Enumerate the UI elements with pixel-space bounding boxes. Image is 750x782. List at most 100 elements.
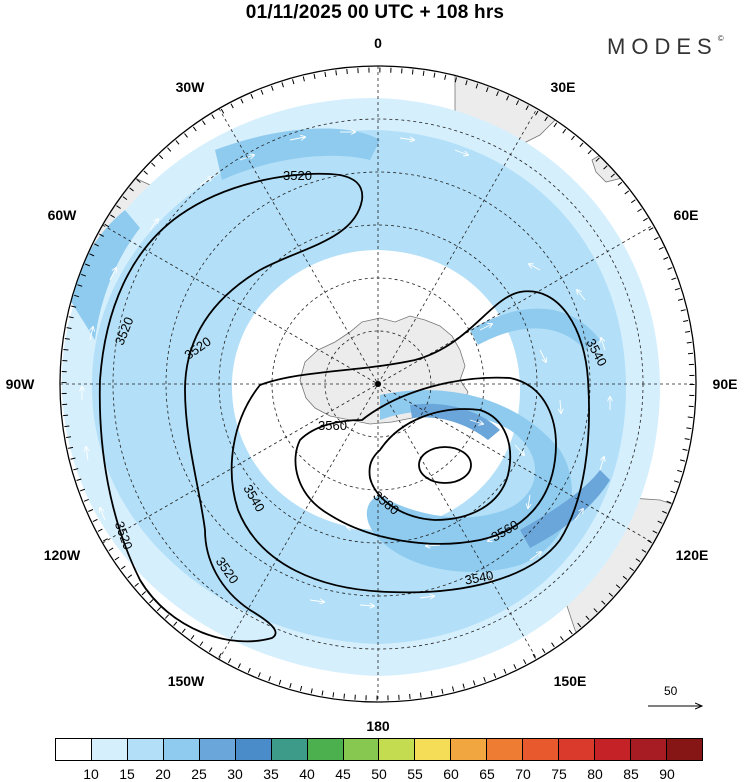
contour-label: 3520 [283,168,312,183]
wind-vector [601,338,606,351]
lon-label-120e: 120E [676,547,709,563]
lon-label-90e: 90E [713,376,738,392]
wind-vector [479,324,492,331]
wind-vector [149,219,158,231]
wind-band-south-atlantic [215,128,380,180]
wind-vector [469,419,483,424]
wind-vector [399,138,414,140]
contour-label: 3540 [463,568,494,588]
lon-label-150w: 150W [168,673,205,689]
colorbar-tick-label: 45 [335,766,351,782]
reference-vector-label: 50 [664,684,678,698]
height-contours [98,172,590,643]
wind-vector [529,264,541,271]
colorbar-swatch [666,739,702,760]
colorbar-tick-label: 20 [155,766,171,782]
colorbar-swatch [56,739,92,760]
colorbar-swatch [307,739,344,760]
colorbar-tick-label: 60 [443,766,459,782]
wind-vector [199,177,212,186]
brand-text: MODES [607,34,718,59]
colorbar-swatch [487,739,524,760]
lon-label-30w: 30W [176,79,206,95]
wind-vector [599,457,604,471]
wind-vector [560,399,561,413]
wind-vector [237,646,251,651]
lon-label-30e: 30E [551,79,576,95]
low-center [419,444,471,480]
wind-vector [100,508,106,521]
colorbar-ticks: 10 15 20 25 30 35 40 45 50 55 60 65 70 75 80 85 90 [55,766,703,782]
map-boundary [59,65,697,703]
colorbar-tick-label: 90 [659,766,675,782]
wind-vector [258,438,263,451]
contour-3580 [368,408,512,521]
wind-vector [86,447,88,461]
contour-3520-outer [98,172,364,643]
wind-vector [309,600,324,602]
colorbar-tick-label: 75 [551,766,567,782]
colorbar-swatch [91,739,128,760]
map-interior: 3520 3520 3520 3520 3520 3540 3540 3540 … [60,66,696,702]
colorbar [55,738,703,761]
colorbar-swatch [271,739,308,760]
wind-vector [290,497,301,506]
wind-band-indian [470,308,600,350]
colorbar-swatch [559,739,596,760]
longitude-labels: 0 30E 60E 90E 120E 150E 180 150W 120W 90… [6,35,738,734]
latitude-circle [324,330,432,438]
colorbar-tick-label: 80 [587,766,603,782]
wind-vector [454,149,468,155]
wind-vector [514,444,524,455]
wind-shading [61,97,661,676]
pole-marker [375,381,381,387]
wind-vector [179,613,191,621]
colorbar-tick-label: 65 [479,766,495,782]
colorbar-swatch [379,739,416,760]
colorbar-swatch [343,739,380,760]
colorbar-swatch [163,739,200,760]
wind-jet-core [366,390,572,572]
colorbar-swatch [523,739,560,760]
colorbar-swatch [127,739,164,760]
wind-vector [359,605,374,606]
lon-label-60w: 60W [48,207,78,223]
wind-band-south-pacific [70,210,140,340]
contour-3600 [418,446,472,484]
wind-vector [539,349,546,362]
colorbar-tick-label: 10 [83,766,99,782]
wind-vector [289,137,305,140]
colorbar-tick-label: 55 [407,766,423,782]
colorbar-tick-label: 15 [119,766,135,782]
colorbar-tick-label: 30 [227,766,243,782]
lon-label-0: 0 [374,35,382,51]
brand-mark: © [717,34,724,43]
wind-vector [90,327,93,341]
colorbar-swatch [415,739,452,760]
wind-vector [269,292,280,301]
contour-3560 [294,376,557,545]
wind-vector [577,290,586,301]
map-title: 01/11/2025 00 UTC + 108 hrs [245,2,505,23]
map-tick-ring [61,67,695,701]
contour-3540 [230,290,590,594]
wind-vector [250,367,252,381]
wind-vector [319,261,333,266]
wind-vector [419,596,434,598]
lon-label-60e: 60E [674,207,699,223]
colorbar-swatch [199,739,236,760]
colorbar-swatch [595,739,631,760]
wind-vector [419,428,434,430]
colorbar-tick-label: 70 [515,766,531,782]
wind-band-australia [520,470,610,548]
brand-logo: MODES© [607,34,724,60]
colorbar-swatch [235,739,272,760]
colorbar-tick-label: 40 [299,766,315,782]
lon-label-90w: 90W [6,376,36,392]
colorbar-tick-label: 85 [623,766,639,782]
wind-vector [574,509,583,521]
wind-vector [426,545,441,546]
contour-label: 3560 [318,418,347,433]
colorbar-tick-label: 25 [191,766,207,782]
